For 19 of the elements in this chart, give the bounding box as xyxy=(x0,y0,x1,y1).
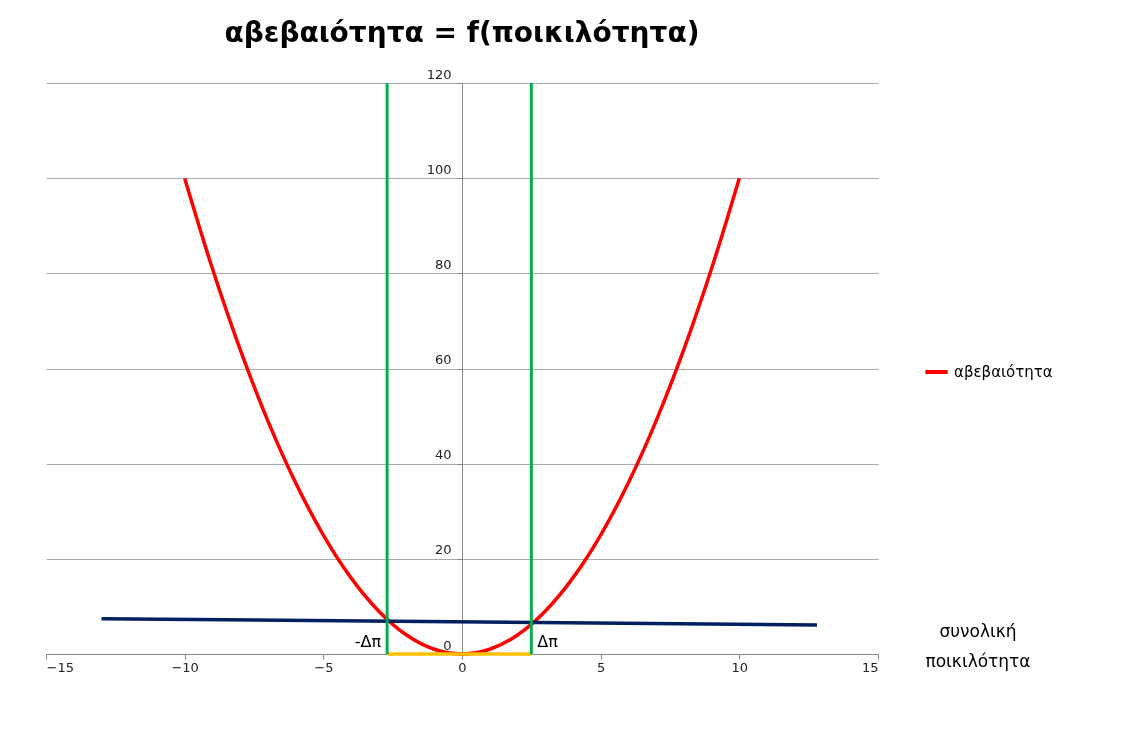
y-tick-label: 40 xyxy=(434,447,452,463)
y-tick-label: 0 xyxy=(443,637,452,653)
ref-line-label: Δπ xyxy=(537,632,559,651)
y-tick-label: 100 xyxy=(426,161,452,177)
y-tick-label: 120 xyxy=(426,66,452,82)
x-tick-label: 0 xyxy=(458,659,467,675)
y-tick-label: 60 xyxy=(434,352,452,367)
legend-label: αβεβαιότητα xyxy=(954,363,1053,381)
x-tick-label: −10 xyxy=(171,659,199,675)
x-tick-label: 15 xyxy=(861,659,879,675)
x-tick-label: 10 xyxy=(731,659,749,675)
x-axis-title: συνολική ποικιλότητα xyxy=(925,621,1031,671)
y-tick-label: 20 xyxy=(434,542,452,558)
x-tick-label: 5 xyxy=(597,659,606,675)
ref-line-label: -Δπ xyxy=(354,632,382,651)
y-tick-label: 80 xyxy=(434,256,452,272)
chart-title: αβεβαιότητα = f(ποικιλότητα) xyxy=(224,16,700,49)
x-tick-label: −5 xyxy=(314,659,334,675)
x-tick-label: −15 xyxy=(46,659,74,675)
